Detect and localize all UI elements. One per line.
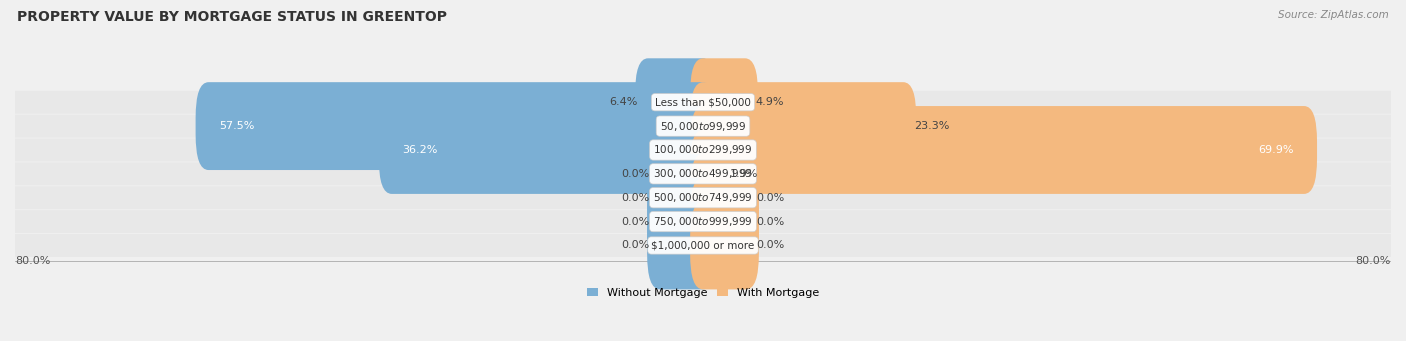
Text: 0.0%: 0.0%: [621, 240, 650, 251]
FancyBboxPatch shape: [15, 162, 1391, 185]
FancyBboxPatch shape: [15, 115, 1391, 137]
Text: $50,000 to $99,999: $50,000 to $99,999: [659, 120, 747, 133]
Text: Source: ZipAtlas.com: Source: ZipAtlas.com: [1278, 10, 1389, 20]
FancyBboxPatch shape: [195, 82, 716, 170]
Text: 0.0%: 0.0%: [756, 193, 785, 203]
FancyBboxPatch shape: [636, 58, 716, 146]
Text: 69.9%: 69.9%: [1258, 145, 1294, 155]
FancyBboxPatch shape: [15, 210, 1391, 233]
FancyBboxPatch shape: [15, 186, 1391, 209]
Text: PROPERTY VALUE BY MORTGAGE STATUS IN GREENTOP: PROPERTY VALUE BY MORTGAGE STATUS IN GRE…: [17, 10, 447, 24]
Text: Less than $50,000: Less than $50,000: [655, 97, 751, 107]
Text: 0.0%: 0.0%: [621, 217, 650, 227]
FancyBboxPatch shape: [647, 202, 716, 290]
FancyBboxPatch shape: [378, 106, 716, 194]
Text: 0.0%: 0.0%: [756, 240, 785, 251]
FancyBboxPatch shape: [647, 154, 716, 242]
Text: 1.9%: 1.9%: [730, 169, 758, 179]
Text: $300,000 to $499,999: $300,000 to $499,999: [654, 167, 752, 180]
FancyBboxPatch shape: [647, 130, 716, 218]
FancyBboxPatch shape: [647, 178, 716, 266]
FancyBboxPatch shape: [15, 234, 1391, 257]
FancyBboxPatch shape: [690, 154, 759, 242]
FancyBboxPatch shape: [15, 138, 1391, 161]
Text: 0.0%: 0.0%: [621, 169, 650, 179]
Text: 4.9%: 4.9%: [755, 97, 785, 107]
Text: 57.5%: 57.5%: [219, 121, 254, 131]
FancyBboxPatch shape: [690, 130, 733, 218]
Text: 23.3%: 23.3%: [914, 121, 949, 131]
Text: $500,000 to $749,999: $500,000 to $749,999: [654, 191, 752, 204]
FancyBboxPatch shape: [15, 91, 1391, 114]
Text: $1,000,000 or more: $1,000,000 or more: [651, 240, 755, 251]
Text: $750,000 to $999,999: $750,000 to $999,999: [654, 215, 752, 228]
Text: 0.0%: 0.0%: [621, 193, 650, 203]
FancyBboxPatch shape: [690, 58, 758, 146]
FancyBboxPatch shape: [690, 82, 917, 170]
FancyBboxPatch shape: [690, 106, 1317, 194]
Text: 6.4%: 6.4%: [609, 97, 638, 107]
Text: 80.0%: 80.0%: [15, 256, 51, 267]
Legend: Without Mortgage, With Mortgage: Without Mortgage, With Mortgage: [582, 283, 824, 302]
FancyBboxPatch shape: [690, 178, 759, 266]
Text: 36.2%: 36.2%: [402, 145, 437, 155]
Text: 80.0%: 80.0%: [1355, 256, 1391, 267]
Text: $100,000 to $299,999: $100,000 to $299,999: [654, 144, 752, 157]
Text: 0.0%: 0.0%: [756, 217, 785, 227]
FancyBboxPatch shape: [690, 202, 759, 290]
